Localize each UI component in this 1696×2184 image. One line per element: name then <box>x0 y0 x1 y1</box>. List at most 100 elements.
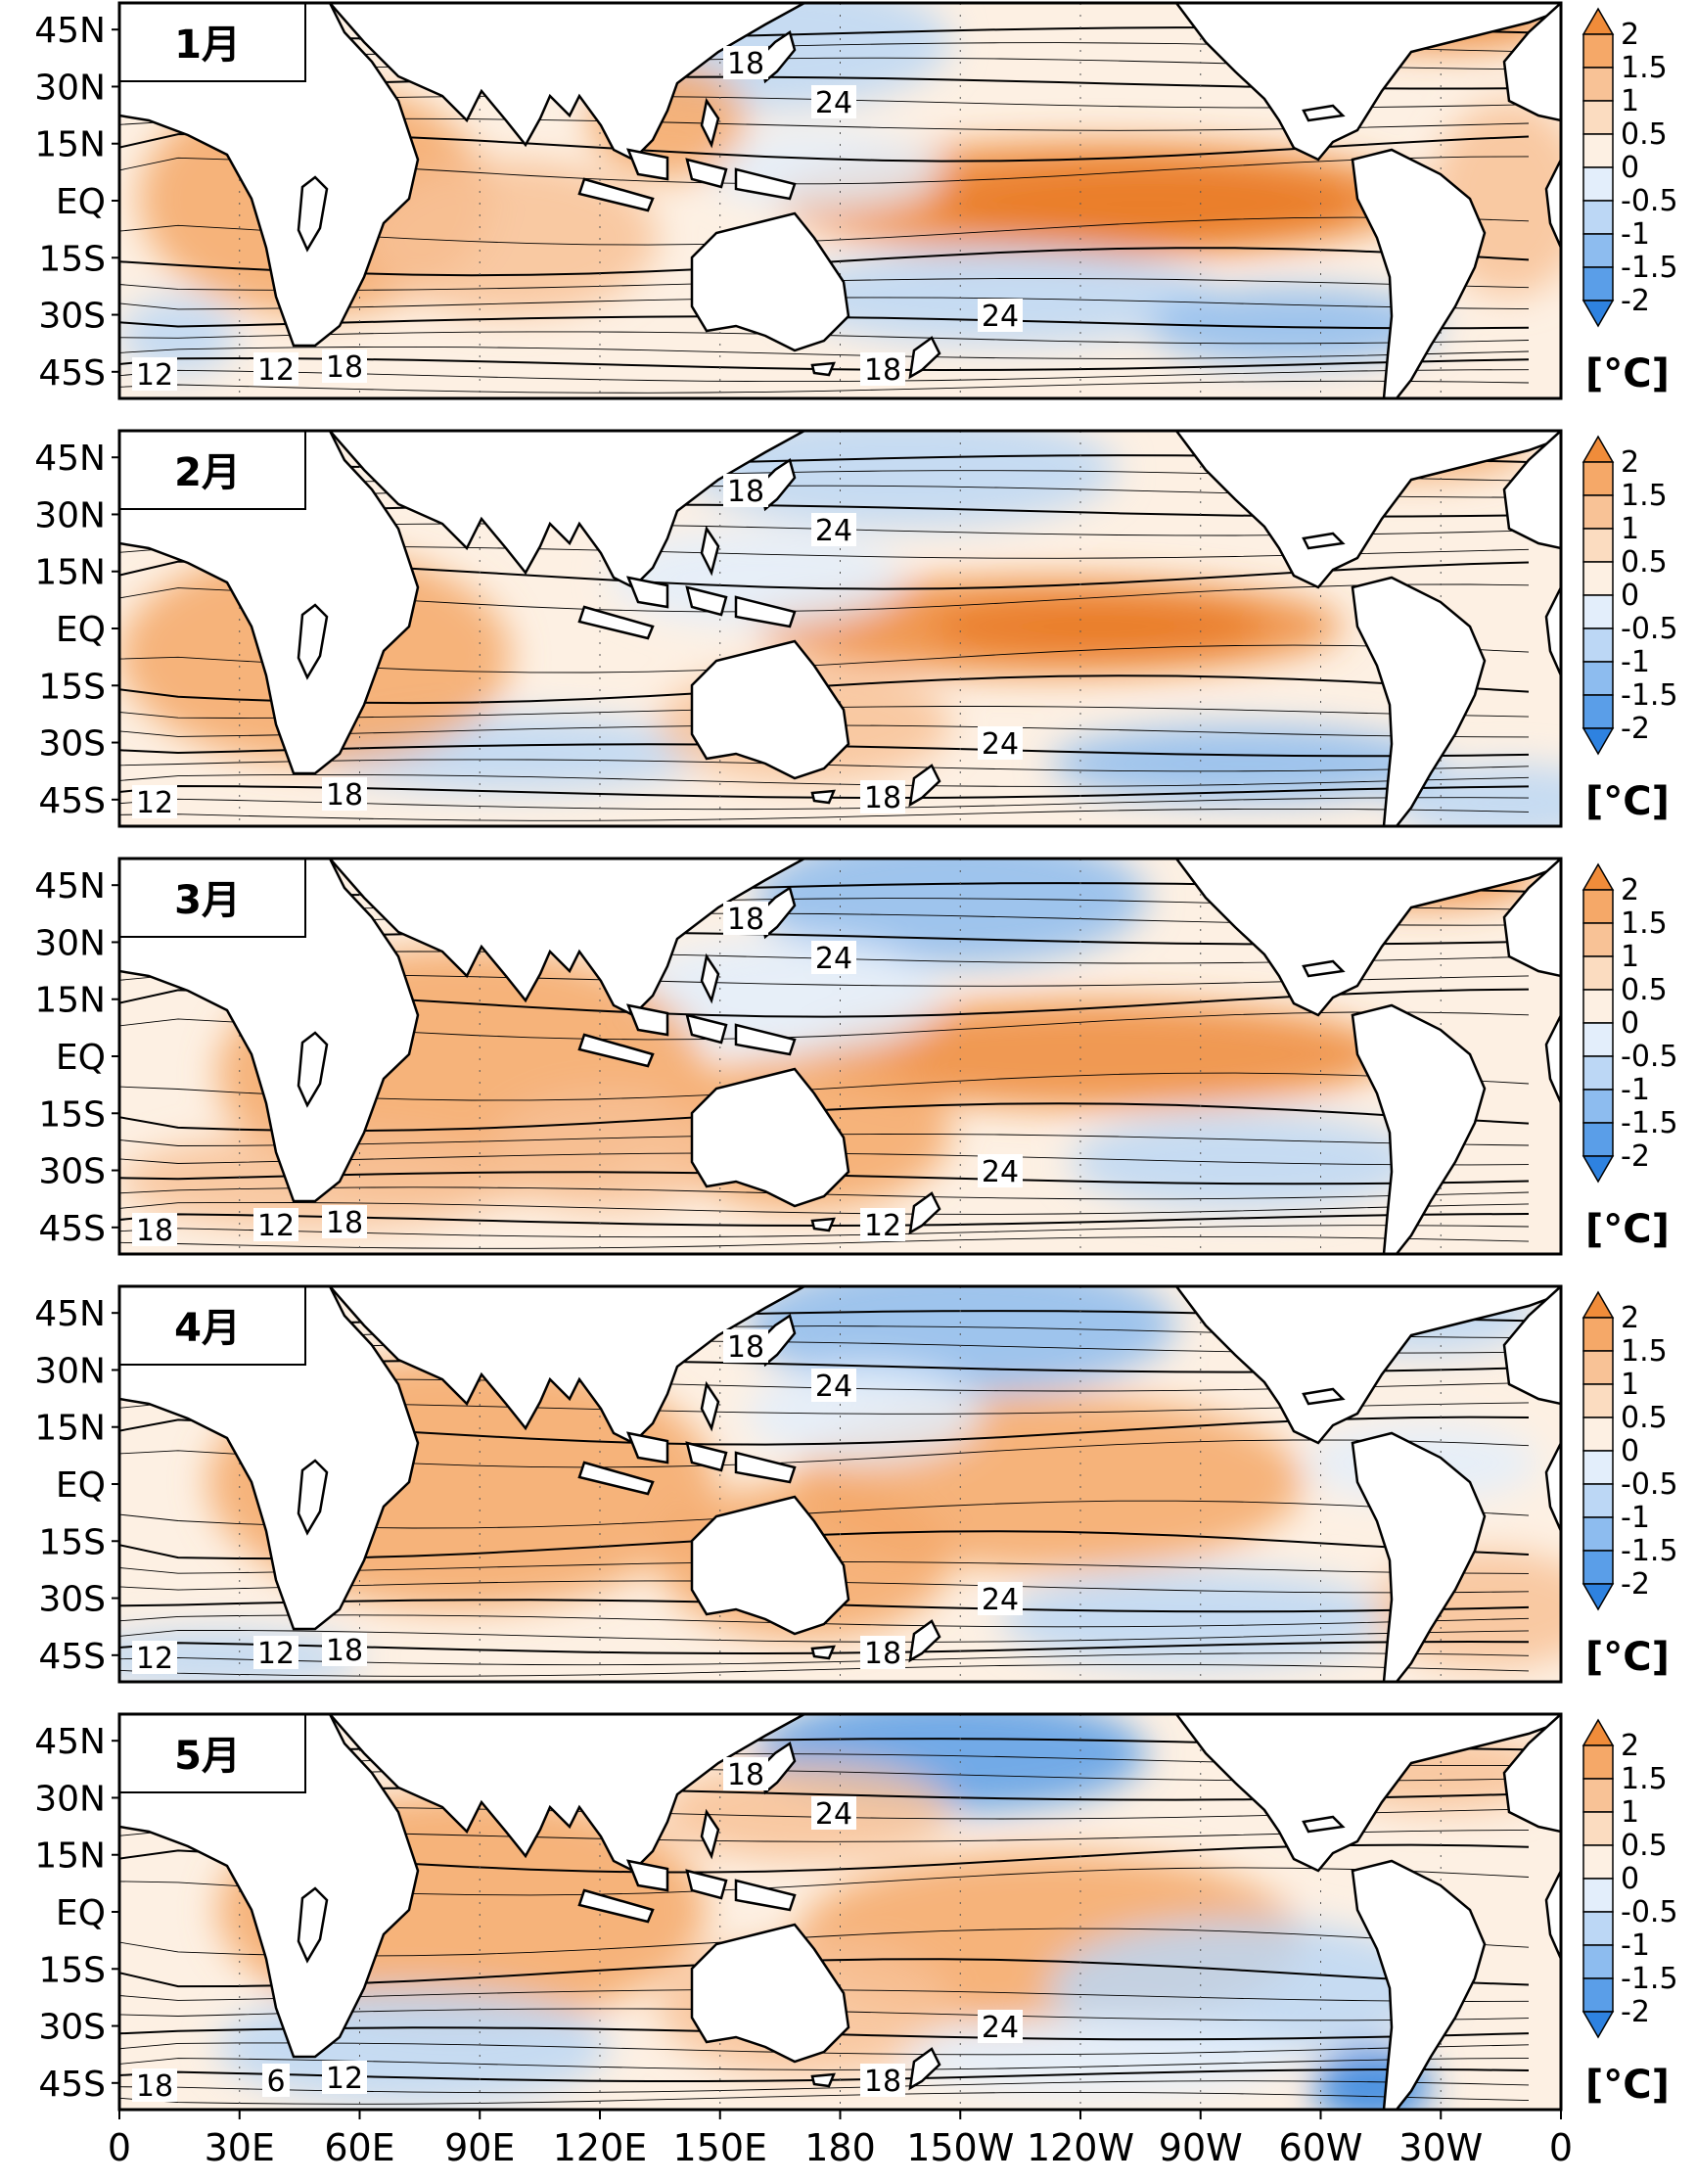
lat-label: 45S <box>38 1209 106 1249</box>
lat-label: 45N <box>34 866 106 906</box>
month-panel-3: 18 24 24 12 18 18 12 3月 <box>117 857 1563 1256</box>
contour-label-bg <box>322 2061 367 2094</box>
contour-label-bg <box>132 357 177 391</box>
contour-label: 18 <box>136 2069 173 2104</box>
graticule <box>239 3 1442 398</box>
colorbar-tick-label: -2 <box>1621 1139 1650 1174</box>
lat-label: 15N <box>34 981 106 1021</box>
graticule <box>239 859 1442 1254</box>
lat-label: 30S <box>38 1152 106 1192</box>
contour-label-bg <box>723 902 768 935</box>
colorbar-tick-label: -1 <box>1621 217 1650 252</box>
anomaly-patch <box>932 597 1264 656</box>
anomaly-patch <box>932 164 1362 243</box>
colorbar-unit: [°C] <box>1585 779 1670 824</box>
colorbar-tick-label: 0 <box>1621 1862 1639 1896</box>
lon-label: 120W <box>1027 2126 1134 2169</box>
month-panel-2: 18 24 24 18 12 18 2月 <box>117 429 1563 828</box>
colorbar-tick-label: 0 <box>1621 1006 1639 1041</box>
lat-label: 30N <box>34 1351 106 1391</box>
contour-label-bg <box>132 1641 177 1674</box>
colorbar-tick-label: 0.5 <box>1621 545 1668 580</box>
colorbar-segment <box>1582 1844 1614 1880</box>
colorbar-tick-label: 2 <box>1621 1729 1639 1763</box>
colorbar-segment <box>1582 461 1614 496</box>
contour-label-bg <box>978 726 1023 760</box>
contour-label-bg <box>723 1757 768 1790</box>
colorbar-tick-label: 1.5 <box>1621 479 1668 513</box>
colorbar-tick-label: -0.5 <box>1621 1467 1678 1502</box>
lat-label: EQ <box>56 610 106 650</box>
colorbar-segment <box>1582 1911 1614 1946</box>
colorbar-segment <box>1582 1878 1614 1913</box>
colorbar-segment <box>1582 922 1614 957</box>
anomaly-patch <box>902 2018 1294 2096</box>
colorbar-tick-label: -0.5 <box>1621 1895 1678 1929</box>
colorbar-segment <box>1582 1022 1614 1057</box>
colorbar-tick-label: 2 <box>1621 1301 1639 1335</box>
contour-label-bg <box>723 46 768 79</box>
lon-label: 30W <box>1398 2126 1483 2169</box>
colorbar-tick-label: 0.5 <box>1621 1829 1668 1863</box>
lat-label: 30N <box>34 495 106 535</box>
anomaly-patch <box>119 1629 364 1682</box>
lon-label: 0 <box>108 2126 131 2169</box>
month-panel-1: 18 24 24 18 12 18 12 1月 <box>117 1 1563 400</box>
contour-label: 18 <box>864 353 901 388</box>
contour-label-bg <box>811 85 856 118</box>
colorbar-tick-label: 1.5 <box>1621 1334 1668 1369</box>
colorbar-segment <box>1582 1483 1614 1518</box>
graticule <box>239 1286 1442 1682</box>
colorbar-tick-label: 0 <box>1621 1434 1639 1468</box>
isotherm-line <box>119 1201 1530 1215</box>
lat-label: 30S <box>38 297 106 337</box>
colorbar-tick-label: 1 <box>1621 84 1639 118</box>
colorbar-tick-label: 1 <box>1621 1795 1639 1830</box>
contour-label: 24 <box>982 2011 1019 2045</box>
colorbar-segment <box>1582 627 1614 663</box>
colorbar-extend-high <box>1581 435 1615 463</box>
colorbar-segment <box>1582 494 1614 530</box>
lon-label: 0 <box>1549 2126 1573 2169</box>
colorbar-unit: [°C] <box>1585 1207 1670 1252</box>
lat-label: 15S <box>38 239 106 279</box>
contour-label-bg <box>253 352 298 386</box>
colorbar-segment <box>1582 955 1614 991</box>
isotherm-line <box>119 1235 1530 1249</box>
contour-labels: 18 24 24 18 12 18 12 <box>132 1329 1023 1676</box>
colorbar-segment <box>1582 1122 1614 1157</box>
colorbar: 21.510.50-0.5-1-1.5-2 [°C] <box>1581 1718 1678 2108</box>
contour-label: 18 <box>727 1758 764 1792</box>
anomaly-patch <box>785 248 1215 346</box>
colorbar-tick-label: -1 <box>1621 1501 1650 1535</box>
contour-labels: 18 24 24 12 18 18 12 <box>132 902 1023 1248</box>
colorbar-tick-label: -2 <box>1621 1567 1650 1602</box>
colorbar-tick-label: -2 <box>1621 1995 1650 2029</box>
colorbar-segment <box>1582 528 1614 563</box>
lat-label: 45N <box>34 11 106 51</box>
contour-label-bg <box>132 2068 177 2102</box>
lat-label: 15S <box>38 667 106 707</box>
contour-label-bg <box>322 1205 367 1238</box>
colorbar-segment <box>1582 989 1614 1024</box>
contour-label-bg <box>253 1636 298 1669</box>
contour-label-bg <box>978 1582 1023 1615</box>
contour-label-bg <box>811 941 856 974</box>
contour-label-bg <box>132 1213 177 1246</box>
isotherm-line <box>119 773 1530 787</box>
colorbar-unit: [°C] <box>1585 351 1670 396</box>
contour-label-bg <box>978 2010 1023 2043</box>
anomaly-patch <box>119 297 237 375</box>
colorbar-tick-label: -0.5 <box>1621 612 1678 646</box>
colorbar-extend-high <box>1581 1290 1615 1319</box>
colorbar-segment <box>1582 694 1614 729</box>
anomaly-patch <box>609 529 902 627</box>
lat-label: 15N <box>34 1409 106 1449</box>
contour-labels: 18 24 24 18 12 18 12 <box>132 46 1023 393</box>
lat-label: EQ <box>56 1465 106 1506</box>
lat-label: 30N <box>34 1779 106 1819</box>
contour-label: 18 <box>727 903 764 937</box>
colorbar-extend-low <box>1581 1583 1615 1611</box>
lon-label: 150E <box>672 2126 767 2169</box>
